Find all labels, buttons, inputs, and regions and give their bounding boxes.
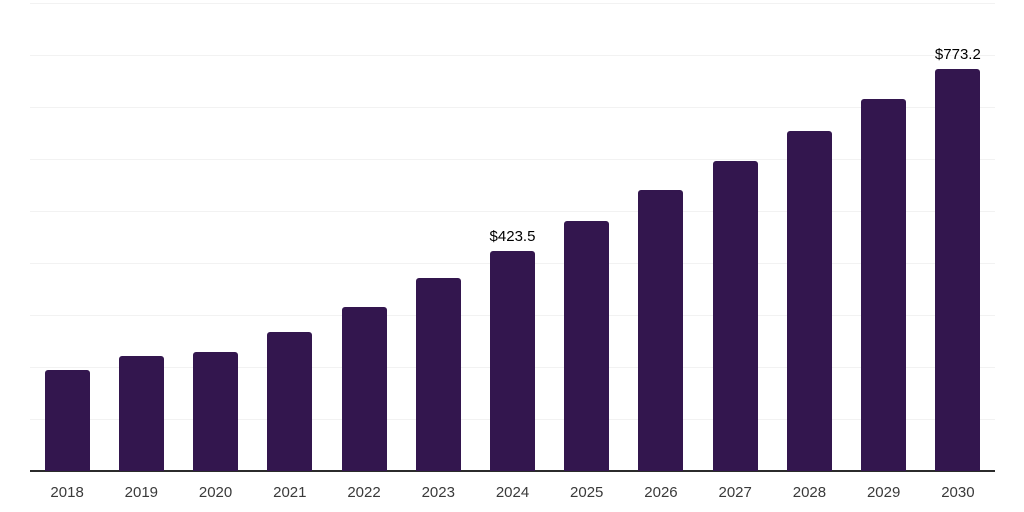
gridline bbox=[30, 159, 995, 160]
bar-2021 bbox=[267, 332, 313, 471]
bar-2030 bbox=[935, 68, 981, 471]
x-tick-label-2022: 2022 bbox=[347, 484, 381, 501]
bar-2029 bbox=[861, 99, 907, 471]
x-tick-label-2026: 2026 bbox=[644, 484, 678, 501]
gridline bbox=[30, 3, 995, 4]
bar-value-label-2030: $773.2 bbox=[934, 45, 981, 63]
bar-2026 bbox=[638, 190, 684, 471]
bar-2023 bbox=[415, 278, 461, 471]
x-tick-label-2019: 2019 bbox=[124, 484, 159, 501]
bar-2027 bbox=[712, 161, 758, 471]
bar-2024 bbox=[490, 250, 535, 471]
gridline bbox=[30, 211, 995, 212]
x-tick-label-2023: 2023 bbox=[421, 484, 455, 501]
x-tick-label-2030: 2030 bbox=[941, 484, 975, 501]
plot-area: 2018 2019 2020 2021 2022 2023 $423.5 2024 2025 20… bbox=[30, 3, 995, 501]
x-tick-label-2021: 2021 bbox=[273, 484, 307, 501]
x-tick-label-2027: 2027 bbox=[718, 484, 752, 501]
bar-2018 bbox=[44, 370, 90, 471]
gridline bbox=[30, 55, 995, 56]
bar-2022 bbox=[341, 307, 387, 471]
bar-2019 bbox=[118, 356, 164, 471]
x-axis-line bbox=[30, 470, 995, 472]
x-tick-label-2029: 2029 bbox=[866, 484, 901, 501]
bar-2028 bbox=[786, 130, 832, 471]
x-tick-label-2028: 2028 bbox=[792, 484, 827, 501]
bar-2020 bbox=[193, 351, 239, 471]
x-tick-label-2024: 2024 bbox=[495, 484, 530, 501]
x-tick-label-2025: 2025 bbox=[570, 484, 604, 501]
bar-value-label-2024: $423.5 bbox=[489, 227, 536, 245]
bar-2025 bbox=[564, 221, 610, 471]
x-tick-label-2018: 2018 bbox=[50, 484, 84, 501]
gridline bbox=[30, 107, 995, 108]
x-tick-label-2020: 2020 bbox=[198, 484, 233, 501]
